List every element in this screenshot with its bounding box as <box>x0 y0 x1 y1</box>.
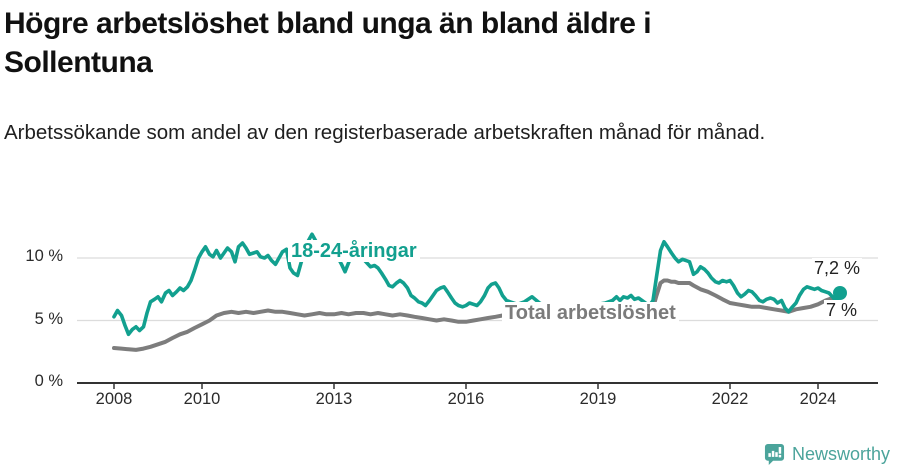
x-tick-label: 2013 <box>315 390 353 408</box>
series-line-total <box>112 278 842 352</box>
series-line-youth <box>112 232 842 337</box>
x-tick-label: 2010 <box>183 390 221 408</box>
end-value-total: 7 % <box>824 300 860 320</box>
series-label-total: Total arbetslöshet <box>502 302 679 324</box>
newsworthy-logo-icon <box>764 444 785 465</box>
x-tick-label: 2008 <box>95 390 133 408</box>
y-tick-label: 5 % <box>34 309 63 328</box>
newsworthy-brand-name: Newsworthy <box>791 444 890 464</box>
newsworthy-brand-link[interactable]: Newsworthy <box>764 443 890 466</box>
x-tick-label: 2024 <box>799 390 837 408</box>
y-tick-label: 10 % <box>25 247 63 265</box>
x-tick-label: 2019 <box>579 390 617 408</box>
end-value-youth: 7,2 % <box>812 258 863 278</box>
x-tick-label: 2016 <box>447 390 485 408</box>
chart-title: Högre arbetslöshet bland unga än bland ä… <box>4 7 652 79</box>
x-tick-label: 2022 <box>711 390 749 408</box>
chart-subtitle: Arbetssökande som andel av den registerb… <box>4 121 766 144</box>
series-end-dot-youth <box>833 286 847 300</box>
y-tick-label: 0 % <box>34 372 63 390</box>
series-label-youth: 18-24-åringar <box>288 240 420 262</box>
